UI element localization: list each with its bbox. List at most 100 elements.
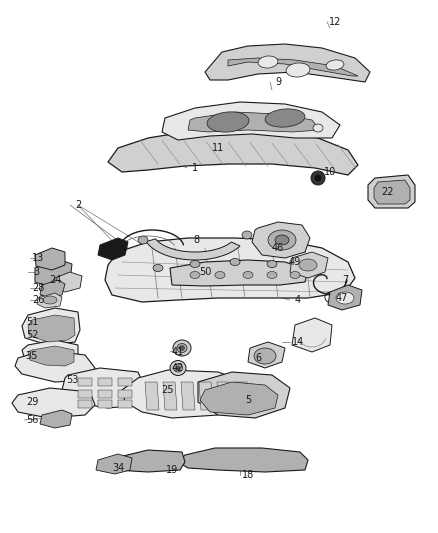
Text: 49: 49 <box>289 257 301 267</box>
Ellipse shape <box>173 340 191 356</box>
Polygon shape <box>328 285 362 310</box>
Polygon shape <box>178 448 308 472</box>
Polygon shape <box>15 350 95 382</box>
Polygon shape <box>374 180 410 204</box>
Text: 18: 18 <box>242 470 254 480</box>
Text: 10: 10 <box>324 167 336 177</box>
Polygon shape <box>248 342 285 368</box>
Text: 5: 5 <box>245 395 251 405</box>
Polygon shape <box>118 378 132 386</box>
Text: 14: 14 <box>292 337 304 347</box>
Polygon shape <box>22 308 80 345</box>
Text: 35: 35 <box>26 351 38 361</box>
Polygon shape <box>96 454 132 474</box>
Polygon shape <box>37 293 62 308</box>
Polygon shape <box>181 382 195 410</box>
Polygon shape <box>162 102 340 140</box>
Ellipse shape <box>207 112 249 132</box>
Polygon shape <box>22 340 78 368</box>
Text: 24: 24 <box>49 275 61 285</box>
Polygon shape <box>235 382 249 410</box>
Text: 42: 42 <box>172 363 184 373</box>
Polygon shape <box>105 238 355 302</box>
Polygon shape <box>62 368 145 408</box>
Polygon shape <box>28 315 75 342</box>
Text: 19: 19 <box>166 465 178 475</box>
Text: 29: 29 <box>26 397 38 407</box>
Ellipse shape <box>286 63 310 77</box>
Ellipse shape <box>138 236 148 244</box>
Ellipse shape <box>314 174 322 182</box>
Text: 2: 2 <box>75 200 81 210</box>
Text: 12: 12 <box>329 17 341 27</box>
Ellipse shape <box>267 271 277 279</box>
Ellipse shape <box>242 231 252 239</box>
Text: 47: 47 <box>336 293 348 303</box>
Ellipse shape <box>254 348 276 364</box>
Polygon shape <box>108 130 358 175</box>
Polygon shape <box>188 112 320 132</box>
Polygon shape <box>170 260 308 286</box>
Ellipse shape <box>230 259 240 265</box>
Polygon shape <box>252 222 310 258</box>
Polygon shape <box>118 400 132 408</box>
Polygon shape <box>54 272 82 292</box>
Text: 6: 6 <box>255 353 261 363</box>
Polygon shape <box>205 44 370 82</box>
Text: 28: 28 <box>32 283 44 293</box>
Text: 7: 7 <box>342 275 348 285</box>
Text: 56: 56 <box>26 415 38 425</box>
Ellipse shape <box>303 264 313 271</box>
Polygon shape <box>98 400 112 408</box>
Polygon shape <box>98 238 128 260</box>
Ellipse shape <box>176 366 180 370</box>
Polygon shape <box>217 382 231 410</box>
Ellipse shape <box>265 109 305 127</box>
Text: 1: 1 <box>192 163 198 173</box>
Polygon shape <box>118 390 132 398</box>
Ellipse shape <box>177 343 187 352</box>
Polygon shape <box>198 372 290 418</box>
Text: 34: 34 <box>112 463 124 473</box>
Polygon shape <box>98 390 112 398</box>
Ellipse shape <box>243 271 253 279</box>
Ellipse shape <box>170 360 186 376</box>
Ellipse shape <box>299 259 317 271</box>
Polygon shape <box>78 400 92 408</box>
Polygon shape <box>35 248 65 270</box>
Polygon shape <box>146 239 240 260</box>
Polygon shape <box>292 318 332 352</box>
Polygon shape <box>78 390 92 398</box>
Ellipse shape <box>258 56 278 68</box>
Polygon shape <box>78 378 92 386</box>
Text: 4: 4 <box>295 295 301 305</box>
Polygon shape <box>368 175 415 208</box>
Polygon shape <box>28 346 74 366</box>
Text: 46: 46 <box>272 243 284 253</box>
Text: 9: 9 <box>275 77 281 87</box>
Ellipse shape <box>215 271 225 279</box>
Text: 11: 11 <box>212 143 224 153</box>
Text: 48: 48 <box>112 243 124 253</box>
Polygon shape <box>199 382 213 410</box>
Ellipse shape <box>43 296 57 304</box>
Text: 51: 51 <box>26 317 38 327</box>
Ellipse shape <box>268 230 296 250</box>
Polygon shape <box>145 382 159 410</box>
Text: 22: 22 <box>382 187 394 197</box>
Polygon shape <box>40 280 65 298</box>
Polygon shape <box>200 382 278 415</box>
Ellipse shape <box>336 292 354 304</box>
Polygon shape <box>228 58 358 76</box>
Text: 26: 26 <box>32 295 44 305</box>
Polygon shape <box>35 258 72 288</box>
Text: 41: 41 <box>172 347 184 357</box>
Polygon shape <box>163 382 177 410</box>
Polygon shape <box>40 410 72 428</box>
Ellipse shape <box>180 345 184 351</box>
Ellipse shape <box>190 261 200 268</box>
Ellipse shape <box>275 235 289 245</box>
Text: 3: 3 <box>33 267 39 277</box>
Ellipse shape <box>190 271 200 279</box>
Ellipse shape <box>173 364 183 372</box>
